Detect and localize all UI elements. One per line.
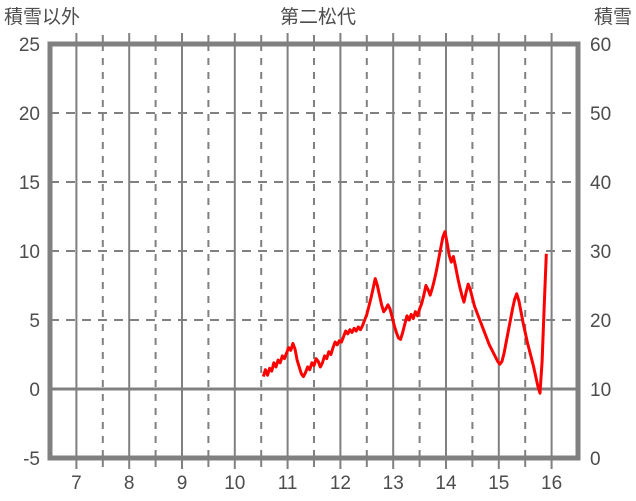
ytick-label-right: 10 [590,380,611,401]
xtick-label: 8 [124,473,135,494]
right-axis-title: 積雪 [593,7,632,28]
xtick-label: 13 [383,473,404,494]
xtick-label: 12 [330,473,351,494]
ytick-label-right: 0 [590,449,601,470]
ytick-label-right: 30 [590,242,611,263]
ytick-label-left: 5 [29,311,40,332]
chart-header: 積雪以外 第二松代 積雪 [0,0,636,30]
chart-title: 第二松代 [279,7,356,28]
ytick-label-right: 50 [590,104,611,125]
xtick-label: 7 [71,473,82,494]
xtick-label: 9 [177,473,188,494]
ytick-label-left: -5 [23,449,40,470]
ytick-label-right: 40 [590,173,611,194]
ytick-label-left: 10 [19,242,40,263]
xtick-label: 14 [435,473,457,494]
ytick-label-right: 60 [590,35,611,56]
ytick-label-left: 15 [19,173,40,194]
series-line-other [261,230,548,395]
xtick-label: 16 [541,473,562,494]
ytick-label-left: 20 [19,104,40,125]
ytick-label-left: 25 [19,35,40,56]
xtick-label: 11 [278,473,298,494]
xtick-label: 10 [224,473,245,494]
left-axis-title: 積雪以外 [4,7,81,28]
xtick-label: 15 [488,473,509,494]
ytick-label-left: 0 [29,380,40,401]
ytick-label-right: 20 [590,311,611,332]
